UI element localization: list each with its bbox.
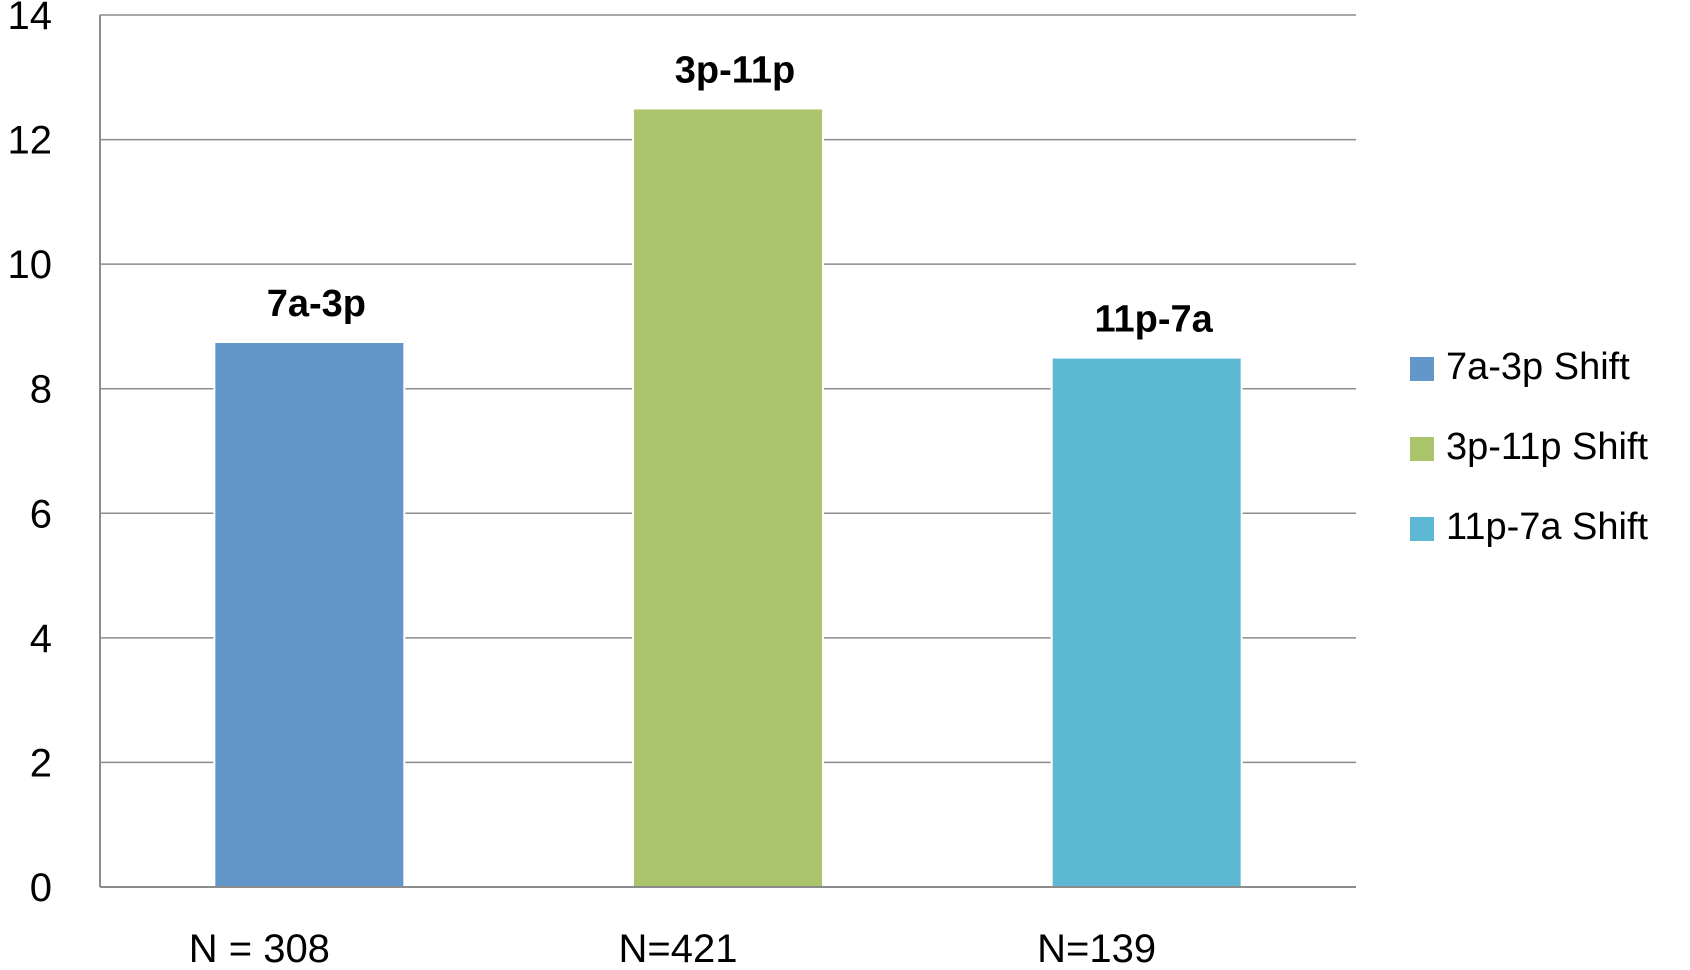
y-tick-label: 8 (30, 368, 52, 412)
x-tick-label: N = 308 (189, 927, 330, 970)
data-labels: 7a-3p 3p-11p 11p-7a (267, 49, 1214, 340)
y-tick-label: 0 (30, 866, 52, 910)
data-label: 3p-11p (675, 49, 795, 91)
y-tick-label: 6 (30, 492, 52, 536)
axes (99, 15, 1356, 888)
x-tick-label: N=139 (1037, 927, 1156, 970)
legend-label: 7a-3p Shift (1446, 346, 1630, 388)
data-label: 11p-7a (1095, 299, 1214, 341)
x-tick-label: N=421 (619, 927, 738, 970)
legend-swatch (1410, 357, 1434, 381)
y-axis-ticks: 0 2 4 6 8 10 12 14 (8, 0, 53, 910)
y-tick-label: 2 (30, 741, 52, 785)
bar (1050, 356, 1243, 889)
bar (213, 341, 406, 888)
bar (632, 107, 824, 888)
y-tick-label: 12 (8, 119, 53, 163)
legend-label: 3p-11p Shift (1446, 426, 1649, 468)
legend: 7a-3p Shift 3p-11p Shift 11p-7a Shift (1410, 346, 1649, 548)
legend-item: 3p-11p Shift (1410, 426, 1649, 468)
y-tick-label: 10 (8, 243, 53, 287)
legend-label: 11p-7a Shift (1446, 506, 1649, 548)
bars (213, 107, 1243, 889)
y-tick-label: 14 (8, 0, 53, 38)
legend-item: 11p-7a Shift (1410, 506, 1649, 548)
data-label: 7a-3p (267, 283, 366, 325)
y-tick-label: 4 (30, 617, 52, 661)
x-axis-labels: N = 308 N=421 N=139 (189, 927, 1156, 970)
legend-item: 7a-3p Shift (1410, 346, 1630, 388)
legend-swatch (1410, 517, 1434, 541)
legend-swatch (1410, 437, 1434, 461)
